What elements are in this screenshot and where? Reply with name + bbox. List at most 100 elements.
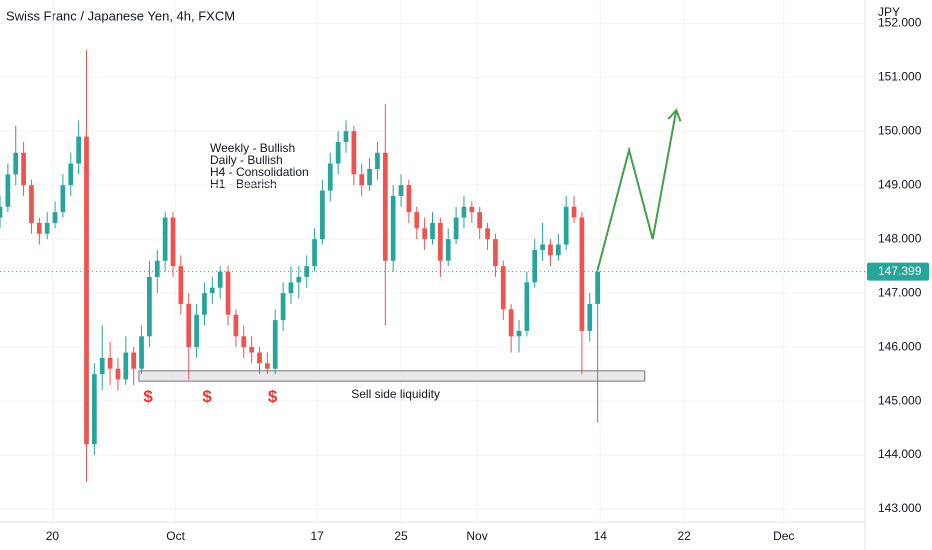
candle-body xyxy=(36,222,42,234)
candle-body xyxy=(44,222,50,234)
candle-body xyxy=(571,206,577,218)
candle-body xyxy=(154,260,160,277)
candle-body xyxy=(500,266,506,310)
y-tick-label: 149.000 xyxy=(878,177,922,191)
x-tick-label: Oct xyxy=(166,529,185,543)
candle-body xyxy=(327,163,333,191)
x-tick-label: Nov xyxy=(466,529,487,543)
candle-body xyxy=(241,336,247,348)
candle-body xyxy=(194,314,199,348)
candle-body xyxy=(60,185,66,213)
candle-body xyxy=(92,374,97,445)
x-tick-label: Dec xyxy=(773,529,794,543)
candle-body xyxy=(0,206,3,218)
candle-body xyxy=(5,174,11,207)
candle-body xyxy=(406,185,412,213)
candle-body xyxy=(382,152,388,261)
candle-body xyxy=(186,303,192,348)
candle-body xyxy=(343,131,349,142)
candle-body xyxy=(304,266,310,277)
y-tick-label: 143.000 xyxy=(878,501,922,515)
y-tick-label: 147.000 xyxy=(878,285,922,299)
candle-body xyxy=(265,363,270,369)
candle-body xyxy=(493,239,498,267)
x-tick-label: 20 xyxy=(46,529,60,543)
candle-body xyxy=(115,368,121,380)
candle-body xyxy=(123,352,129,380)
candle-body xyxy=(469,206,475,213)
candle-body xyxy=(516,330,522,337)
candle-body xyxy=(296,276,302,283)
last-price-label: 147.399 xyxy=(878,264,922,278)
candle-body xyxy=(461,206,467,218)
candle-body xyxy=(320,190,325,240)
candle-body xyxy=(587,303,593,331)
candle-body xyxy=(414,212,420,229)
x-tick-label: 17 xyxy=(310,529,324,543)
candle-body xyxy=(147,276,152,337)
candle-body xyxy=(524,282,530,331)
candle-body xyxy=(453,217,459,240)
candle-body xyxy=(595,271,600,304)
candle-body xyxy=(257,352,262,364)
candle-body xyxy=(272,320,278,369)
candle-body xyxy=(288,282,294,294)
candle-body xyxy=(13,152,19,175)
candle-body xyxy=(367,168,372,186)
candle-body xyxy=(445,239,451,261)
candle-body xyxy=(375,152,380,169)
x-tick-label: 22 xyxy=(677,529,691,543)
liquidity-mark: $ xyxy=(268,387,278,406)
liquidity-zone xyxy=(138,370,646,382)
candle-body xyxy=(508,309,514,337)
candle-body xyxy=(76,136,81,164)
candle-body xyxy=(438,222,443,261)
x-tick-label: 25 xyxy=(394,529,408,543)
bias-note: Daily - Bullish xyxy=(210,153,283,167)
liquidity-mark: $ xyxy=(143,387,153,406)
candle-body xyxy=(312,239,317,267)
liquidity-label: Sell side liquidity xyxy=(351,387,440,401)
candle-body xyxy=(217,271,223,288)
y-tick-label: 145.000 xyxy=(878,393,922,407)
candle-body xyxy=(84,136,89,445)
candle-body xyxy=(579,217,585,331)
candle-body xyxy=(548,244,553,256)
candle-body xyxy=(178,266,184,304)
candle-body xyxy=(107,357,113,369)
candle-body xyxy=(555,244,561,256)
projection-arrowhead xyxy=(667,108,682,122)
candle-body xyxy=(131,352,137,369)
candle-body xyxy=(485,228,490,240)
candle-body xyxy=(99,357,105,375)
candle-body xyxy=(233,314,239,337)
candle-body xyxy=(225,271,231,315)
candle-body xyxy=(139,336,144,369)
candle-body xyxy=(422,228,427,240)
candle-body xyxy=(477,212,483,229)
candle-body xyxy=(430,222,435,240)
y-tick-label: 144.000 xyxy=(878,447,922,461)
y-tick-label: 150.000 xyxy=(878,123,922,137)
y-tick-label: 152.000 xyxy=(878,15,922,29)
candle-body xyxy=(202,293,207,315)
candle-body xyxy=(351,131,357,175)
x-tick-label: 14 xyxy=(594,529,608,543)
candle-body xyxy=(29,185,34,223)
y-tick-label: 151.000 xyxy=(878,69,922,83)
bias-note: H1 - Bearish xyxy=(210,177,277,191)
candle-body xyxy=(249,347,254,353)
last-price-box xyxy=(867,262,929,281)
candle-body xyxy=(532,249,538,283)
candle-body xyxy=(398,185,404,196)
bias-note: Weekly - Bullish xyxy=(210,141,295,155)
candle-body xyxy=(335,141,341,164)
currency-label: JPY xyxy=(878,5,900,19)
liquidity-mark: $ xyxy=(202,387,212,406)
projection-path xyxy=(596,109,678,271)
y-tick-label: 148.000 xyxy=(878,231,922,245)
candle-body xyxy=(52,212,58,223)
candle-body xyxy=(209,287,215,294)
